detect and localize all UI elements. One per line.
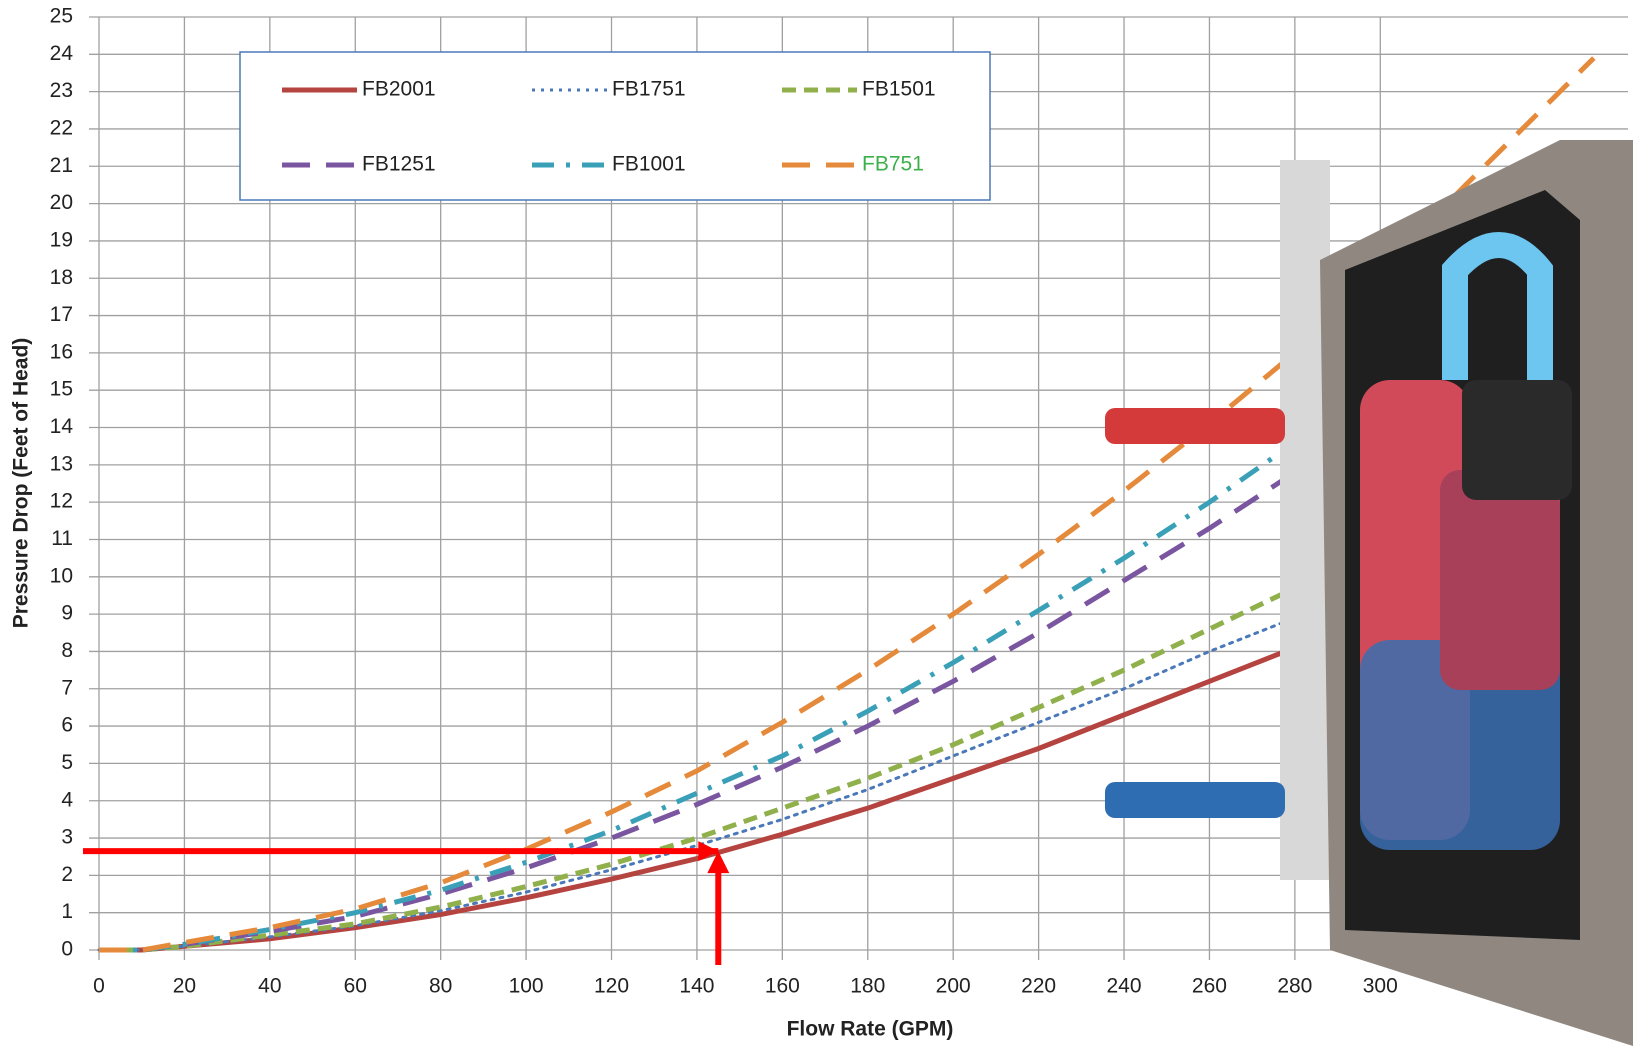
y-tick-label: 2: [61, 863, 73, 886]
heater-illustration: [1105, 140, 1633, 1046]
legend-label: FB1251: [362, 153, 436, 176]
x-tick-label: 260: [1192, 975, 1227, 998]
x-tick-label: 180: [850, 975, 885, 998]
hot-pipe: [1105, 408, 1285, 444]
y-tick-label: 22: [50, 117, 73, 140]
x-tick-label: 200: [936, 975, 971, 998]
y-tick-label: 0: [61, 938, 73, 961]
y-tick-label: 15: [50, 378, 73, 401]
y-tick-label: 11: [51, 527, 73, 550]
chart: Flow Rate (GPM) Pressure Drop (Feet of H…: [0, 0, 1633, 1046]
y-tick-label: 8: [61, 639, 73, 662]
x-tick-label: 240: [1107, 975, 1142, 998]
x-tick-label: 40: [258, 975, 281, 998]
x-tick-label: 0: [93, 975, 105, 998]
y-tick-label: 16: [50, 340, 73, 363]
cold-pipe: [1105, 782, 1285, 818]
y-tick-label: 13: [50, 452, 73, 475]
x-tick-label: 140: [679, 975, 714, 998]
x-tick-label: 220: [1021, 975, 1056, 998]
legend-label: FB1001: [612, 153, 686, 176]
y-tick-label: 19: [50, 228, 73, 251]
y-tick-label: 18: [50, 266, 73, 289]
x-tick-label: 300: [1363, 975, 1398, 998]
y-tick-label: 10: [50, 564, 73, 587]
x-tick-label: 280: [1277, 975, 1312, 998]
y-tick-label: 23: [50, 79, 73, 102]
y-tick-label: 21: [50, 154, 73, 177]
y-tick-label: 6: [61, 714, 73, 737]
y-tick-label: 24: [50, 42, 74, 65]
x-tick-label: 100: [509, 975, 544, 998]
y-tick-label: 4: [61, 788, 73, 811]
y-tick-label: 17: [50, 303, 73, 326]
y-tick-label: 20: [50, 191, 73, 214]
x-tick-label: 160: [765, 975, 800, 998]
heat-exchanger-mid: [1440, 470, 1560, 690]
legend-label: FB1751: [612, 78, 686, 101]
x-tick-label: 120: [594, 975, 629, 998]
legend-label: FB751: [862, 153, 924, 176]
y-tick-label: 1: [61, 900, 73, 923]
y-tick-label: 9: [61, 602, 73, 625]
y-tick-label: 25: [50, 5, 73, 28]
x-tick-label: 60: [344, 975, 367, 998]
y-tick-label: 3: [61, 826, 73, 849]
blower: [1462, 380, 1572, 500]
legend-box: [240, 52, 990, 200]
x-tick-label: 20: [173, 975, 196, 998]
x-tick-label: 80: [429, 975, 452, 998]
y-tick-label: 5: [61, 751, 73, 774]
y-tick-label: 7: [61, 676, 73, 699]
legend: FB2001 FB1751 FB1501 FB1251 FB1001 FB751: [240, 52, 990, 200]
legend-label: FB1501: [862, 78, 936, 101]
legend-label: FB2001: [362, 78, 436, 101]
y-tick-label: 12: [50, 490, 73, 513]
y-tick-label: 14: [50, 415, 74, 438]
x-axis-label: Flow Rate (GPM): [787, 1018, 954, 1041]
y-axis-label: Pressure Drop (Feet of Head): [10, 338, 33, 629]
